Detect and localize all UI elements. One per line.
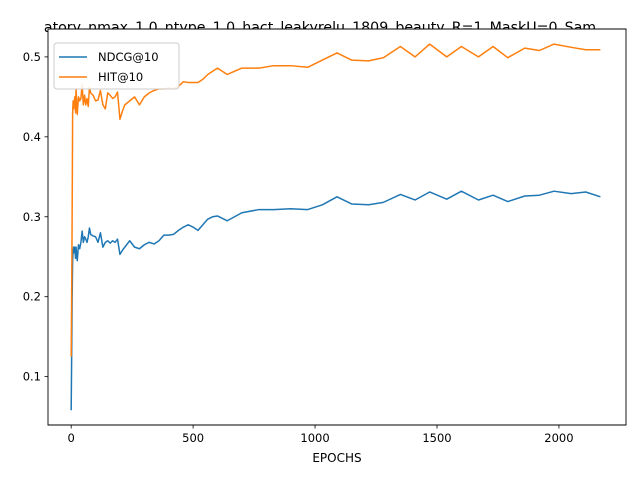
y-tick-label: 0.2 [23,290,41,304]
x-tick-label: 1000 [300,431,329,445]
x-axis: 0 500 1000 1500 2000 [68,425,574,445]
x-tick-label: 500 [182,431,204,445]
axes-spines [47,28,627,426]
y-tick-label: 0.3 [23,210,41,224]
legend-label: NDCG@10 [98,50,159,64]
axes-frame [48,29,626,425]
y-tick-label: 0.4 [23,130,41,144]
y-tick-label: 0.1 [23,370,41,384]
y-axis: 0.1 0.2 0.3 0.4 0.5 [23,50,48,384]
x-tick-label: 0 [68,431,75,445]
legend: NDCG@10 HIT@10 [53,42,180,90]
y-tick-label: 0.5 [23,50,41,64]
series-layer [70,43,601,411]
x-tick-label: 1500 [422,431,451,445]
x-tick-label: 2000 [544,431,573,445]
legend-entries: NDCG@10 HIT@10 [59,50,159,84]
series-line-ndcg-10 [70,190,601,411]
x-axis-label: EPOCHS [312,451,361,465]
plot-area [47,28,627,426]
legend-label: HIT@10 [98,70,143,84]
series-line-hit-10 [70,43,601,357]
